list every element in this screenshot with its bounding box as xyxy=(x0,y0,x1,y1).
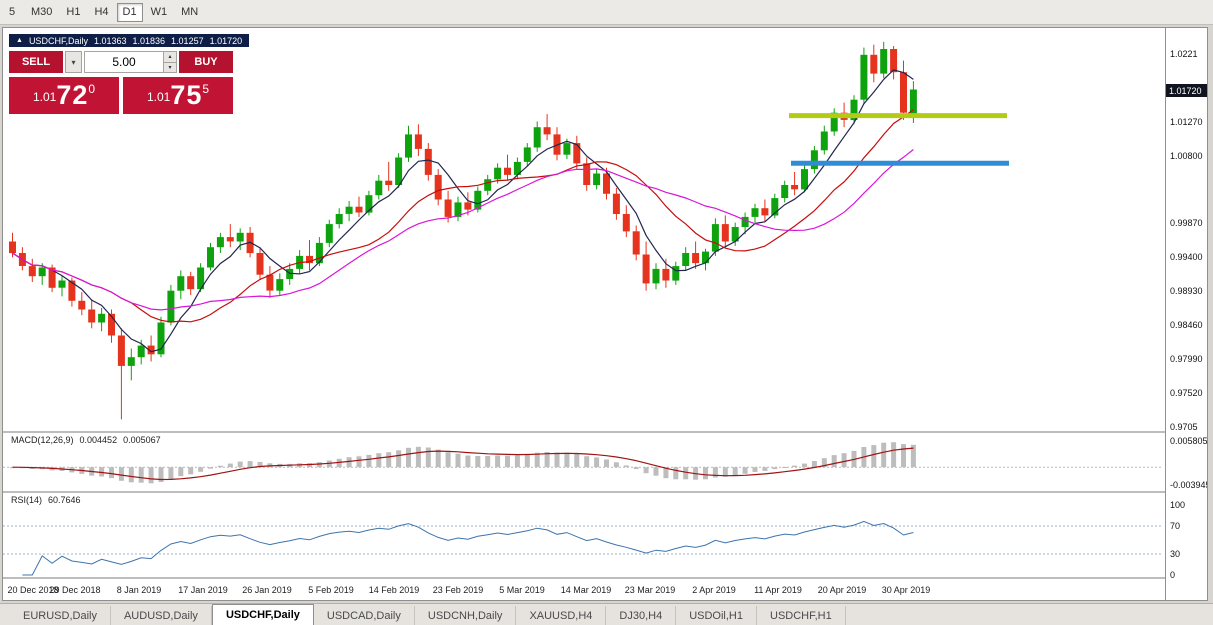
sell-button[interactable]: SELL xyxy=(9,51,63,73)
price-axis[interactable]: 1.0221 1.01270 1.00800 0.99870 0.99400 0.9893… xyxy=(1165,28,1207,600)
date-axis-label: 26 Jan 2019 xyxy=(242,585,292,595)
panel-separator[interactable] xyxy=(3,491,1165,493)
timeframe-button-w1[interactable]: W1 xyxy=(150,6,168,18)
ohlc-open: 1.01363 xyxy=(93,35,127,46)
price-axis-label: 0.97520 xyxy=(1170,388,1203,398)
price-axis-label: 1.00800 xyxy=(1170,151,1203,161)
timeframe-button-h4[interactable]: H4 xyxy=(94,6,109,18)
macd-canvas[interactable] xyxy=(3,433,1165,491)
rsi-axis-label: 100 xyxy=(1170,500,1186,510)
sell-price-sup: 0 xyxy=(88,82,96,96)
chart-tab-xauusd-h4[interactable]: XAUUSD,H4 xyxy=(516,606,607,625)
price-axis-label: 0.99870 xyxy=(1170,218,1203,228)
symbol-ohlc-bar: ▲ USDCHF,Daily 1.01363 1.01836 1.01257 1… xyxy=(9,34,250,47)
timeframe-button-d1[interactable]: D1 xyxy=(116,2,143,22)
chart-tab-audusd-daily[interactable]: AUDUSD,Daily xyxy=(111,606,212,625)
symbol-label: USDCHF,Daily xyxy=(28,35,88,46)
buy-price-box[interactable]: 1.01 75 5 xyxy=(123,77,233,114)
date-axis-label: 5 Mar 2019 xyxy=(499,585,545,595)
price-axis-label: 0.98930 xyxy=(1170,286,1203,296)
volume-dropdown-icon[interactable]: ▾ xyxy=(65,51,82,73)
price-axis-label: 0.98460 xyxy=(1170,320,1203,330)
chart-tab-dj30-h4[interactable]: DJ30,H4 xyxy=(606,606,677,625)
rsi-header: RSI(14) 60.7646 xyxy=(9,495,83,505)
chart-tab-usdchf-daily[interactable]: USDCHF,Daily xyxy=(211,604,314,625)
sell-price-big: 72 xyxy=(56,80,89,110)
moving-average-21 xyxy=(12,149,914,311)
macd-value: 0.004452 xyxy=(79,435,118,445)
date-axis-label: 8 Jan 2019 xyxy=(116,585,162,595)
current-price-badge: 1.01720 xyxy=(1166,84,1207,97)
date-axis-label: 30 Apr 2019 xyxy=(881,585,931,595)
rsi-line xyxy=(22,520,914,576)
macd-label: MACD(12,26,9) xyxy=(11,435,74,445)
chart-window: 20 Dec 2018 29 Dec 2018 8 Jan 2019 17 Jan 2… xyxy=(2,27,1208,601)
sell-price-prefix: 1.01 xyxy=(32,90,57,104)
timeframe-button-m30[interactable]: M30 xyxy=(31,6,53,18)
buy-price-prefix: 1.01 xyxy=(146,90,171,104)
rsi-axis-label: 30 xyxy=(1170,549,1181,559)
rsi-value: 60.7646 xyxy=(48,495,81,505)
macd-axis-label: -0.003945 xyxy=(1170,480,1208,490)
time-axis[interactable]: 20 Dec 2018 29 Dec 2018 8 Jan 2019 17 Jan 2… xyxy=(3,579,1165,600)
timeframe-toolbar: 5 M30 H1 H4 D1 W1 MN xyxy=(0,0,1213,25)
collapse-arrow-icon[interactable]: ▲ xyxy=(16,37,23,44)
buy-button[interactable]: BUY xyxy=(179,51,233,73)
chart-tab-usdchf-h1[interactable]: USDCHF,H1 xyxy=(757,606,846,625)
macd-signal-line xyxy=(12,447,914,481)
chart-tab-usdcnh-daily[interactable]: USDCNH,Daily xyxy=(415,606,517,625)
chart-tab-eurusd-daily[interactable]: EURUSD,Daily xyxy=(10,606,111,625)
timeframe-button-h1[interactable]: H1 xyxy=(66,6,81,18)
moving-average-13 xyxy=(12,109,914,323)
one-click-trading-panel: SELL ▾ ▴ ▾ BUY 1.01 72 0 1.0 xyxy=(9,51,233,114)
macd-signal-value: 0.005067 xyxy=(123,435,161,445)
chart-tab-usdoil-h1[interactable]: USDOil,H1 xyxy=(676,606,757,625)
buy-price-big: 75 xyxy=(170,80,203,110)
panel-separator[interactable] xyxy=(3,431,1165,433)
price-axis-label: 0.9705 xyxy=(1170,422,1198,432)
date-axis-label: 14 Feb 2019 xyxy=(368,585,420,595)
rsi-label: RSI(14) xyxy=(11,495,43,505)
timeframe-button-5[interactable]: 5 xyxy=(8,6,16,18)
date-axis-label: 14 Mar 2019 xyxy=(560,585,612,595)
date-axis-label: 11 Apr 2019 xyxy=(754,585,802,595)
date-axis-label: 29 Dec 2018 xyxy=(49,585,101,595)
rsi-axis-label: 70 xyxy=(1170,521,1181,531)
price-axis-label: 1.01270 xyxy=(1170,117,1203,127)
buy-price-sup: 5 xyxy=(202,82,210,96)
moving-average-5 xyxy=(12,69,914,353)
price-axis-label: 1.0221 xyxy=(1170,49,1198,59)
rsi-axis-label: 0 xyxy=(1170,570,1176,580)
ohlc-low: 1.01257 xyxy=(171,35,204,46)
macd-axis-label: 0.005805 xyxy=(1170,436,1208,446)
date-axis-label: 23 Mar 2019 xyxy=(624,585,676,595)
date-axis-label: 2 Apr 2019 xyxy=(692,585,736,595)
spin-up-icon[interactable]: ▴ xyxy=(164,52,176,63)
volume-stepper[interactable]: ▴ ▾ xyxy=(163,52,176,72)
volume-input[interactable] xyxy=(85,52,163,72)
date-axis-label: 20 Dec 2018 xyxy=(7,585,59,595)
date-axis-label: 5 Feb 2019 xyxy=(308,585,354,595)
date-axis-label: 20 Apr 2019 xyxy=(817,585,867,595)
timeframe-button-mn[interactable]: MN xyxy=(181,6,199,18)
price-axis-label: 0.99400 xyxy=(1170,252,1203,262)
panel-separator[interactable] xyxy=(3,577,1165,579)
date-axis-label: 17 Jan 2019 xyxy=(178,585,228,595)
price-chart-canvas[interactable] xyxy=(3,28,1165,432)
spin-down-icon[interactable]: ▾ xyxy=(164,62,176,72)
ohlc-high: 1.01836 xyxy=(132,35,166,46)
date-axis-label: 23 Feb 2019 xyxy=(432,585,484,595)
chart-tab-usdcad-daily[interactable]: USDCAD,Daily xyxy=(314,606,415,625)
sell-price-box[interactable]: 1.01 72 0 xyxy=(9,77,119,114)
chart-tab-bar: EURUSD,Daily AUDUSD,Daily USDCHF,Daily USDC… xyxy=(0,603,1213,625)
macd-header: MACD(12,26,9) 0.004452 0.005067 xyxy=(9,435,163,445)
price-axis-label: 0.97990 xyxy=(1170,354,1203,364)
ohlc-close: 1.01720 xyxy=(209,35,243,46)
rsi-canvas[interactable] xyxy=(3,493,1165,577)
